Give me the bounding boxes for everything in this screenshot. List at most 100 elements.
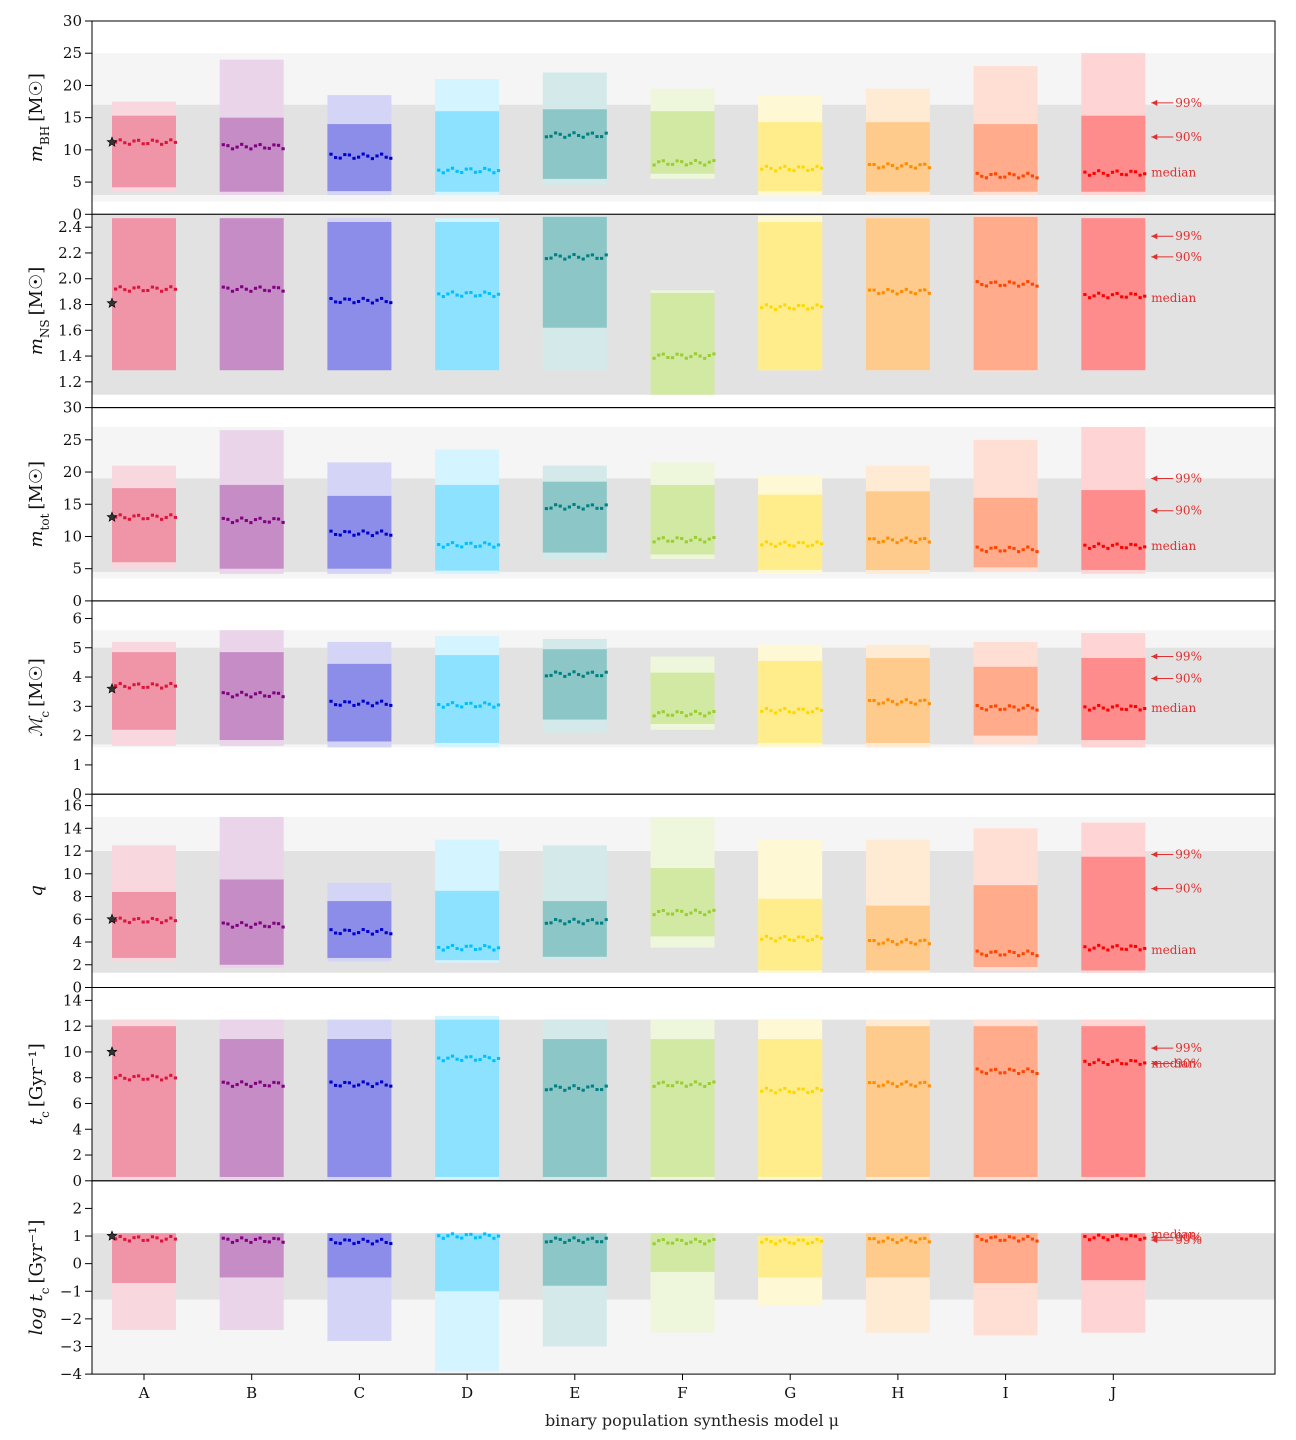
median-mark <box>778 1239 782 1243</box>
bar-90 <box>758 122 823 192</box>
median-mark <box>572 670 576 674</box>
median-mark <box>263 694 267 698</box>
bar-group-d <box>435 636 501 748</box>
median-mark <box>114 287 118 291</box>
median-mark <box>1138 296 1142 300</box>
median-mark <box>160 686 164 690</box>
median-mark <box>155 139 159 143</box>
median-mark <box>595 135 599 139</box>
x-tick-label-j: J <box>1108 1384 1116 1402</box>
median-mark <box>652 163 656 167</box>
median-mark <box>281 695 285 699</box>
median-mark <box>792 1241 796 1245</box>
median-mark <box>1124 947 1128 951</box>
median-mark <box>1097 703 1101 707</box>
median-mark <box>352 301 356 305</box>
median-mark <box>693 908 698 912</box>
median-mark <box>464 944 468 948</box>
median-mark <box>604 670 608 674</box>
median-mark <box>132 139 136 143</box>
median-mark <box>1035 550 1039 554</box>
median-mark <box>820 708 824 712</box>
median-mark <box>984 284 988 288</box>
median-mark <box>469 167 473 171</box>
median-mark <box>221 691 225 695</box>
bar-group-i <box>973 828 1039 971</box>
median-mark <box>230 1240 235 1244</box>
median-mark <box>230 695 235 699</box>
median-mark <box>441 295 445 299</box>
median-mark <box>370 534 374 538</box>
median-mark <box>590 253 594 257</box>
median-mark <box>240 1080 244 1084</box>
y-tick-label: 30 <box>63 399 82 417</box>
median-mark <box>370 1084 374 1088</box>
annotation-99-arrowhead <box>1151 1045 1158 1052</box>
median-mark <box>1124 708 1128 712</box>
annotation-90-arrowhead <box>1151 675 1158 682</box>
median-mark <box>872 537 876 541</box>
median-mark <box>1087 948 1092 952</box>
median-mark <box>886 1080 890 1084</box>
median-mark <box>567 920 571 924</box>
median-mark <box>1012 1068 1016 1072</box>
bar-group-f <box>650 290 716 395</box>
median-mark <box>483 701 487 705</box>
median-mark <box>1083 1059 1087 1063</box>
median-mark <box>1120 545 1124 549</box>
median-mark <box>455 293 459 297</box>
y-tick-label: 1.6 <box>58 321 82 339</box>
y-tick-label: 0 <box>72 979 82 997</box>
median-mark <box>600 921 604 925</box>
median-mark <box>604 503 608 507</box>
median-mark <box>253 1081 258 1085</box>
median-mark <box>787 1090 791 1094</box>
bar-90 <box>435 484 500 571</box>
median-mark <box>1021 1237 1025 1241</box>
median-mark <box>334 1083 338 1087</box>
bar-group-e <box>542 1233 608 1347</box>
median-mark <box>329 1237 333 1241</box>
bar-90 <box>219 218 284 371</box>
median-mark <box>483 1054 487 1058</box>
median-mark <box>221 1080 225 1084</box>
median-mark <box>146 920 150 924</box>
median-mark <box>544 921 548 925</box>
median-mark <box>1101 294 1105 298</box>
bar-90 <box>865 1026 930 1177</box>
median-mark <box>343 530 347 534</box>
median-mark <box>586 671 590 675</box>
median-mark <box>1110 170 1115 174</box>
median-mark <box>769 542 773 546</box>
median-mark <box>774 307 778 311</box>
median-mark <box>347 700 351 704</box>
median-mark <box>923 698 927 702</box>
median-mark <box>329 152 333 156</box>
median-mark <box>652 913 656 917</box>
median-mark <box>146 142 150 146</box>
median-mark <box>909 1083 913 1087</box>
median-mark <box>980 706 984 710</box>
median-mark <box>989 546 993 550</box>
star-marker <box>106 136 118 147</box>
median-mark <box>487 945 491 949</box>
median-mark <box>496 292 501 296</box>
x-tick-label-b: B <box>246 1384 257 1402</box>
median-mark <box>787 710 791 714</box>
x-tick-label-h: H <box>891 1384 904 1402</box>
median-mark <box>455 1057 459 1061</box>
y-tick-label: 1.4 <box>58 347 82 365</box>
annotation-99: 99% <box>1175 471 1202 485</box>
median-mark <box>114 918 118 922</box>
median-mark <box>581 257 585 261</box>
median-mark <box>496 946 501 950</box>
median-mark <box>347 153 351 157</box>
median-mark <box>1003 1071 1007 1075</box>
y-tick-label: 16 <box>63 797 82 815</box>
median-mark <box>384 300 388 304</box>
bar-90 <box>219 484 284 569</box>
median-mark <box>886 287 890 291</box>
median-mark <box>478 704 482 708</box>
median-mark <box>984 549 988 553</box>
median-mark <box>1003 283 1007 287</box>
